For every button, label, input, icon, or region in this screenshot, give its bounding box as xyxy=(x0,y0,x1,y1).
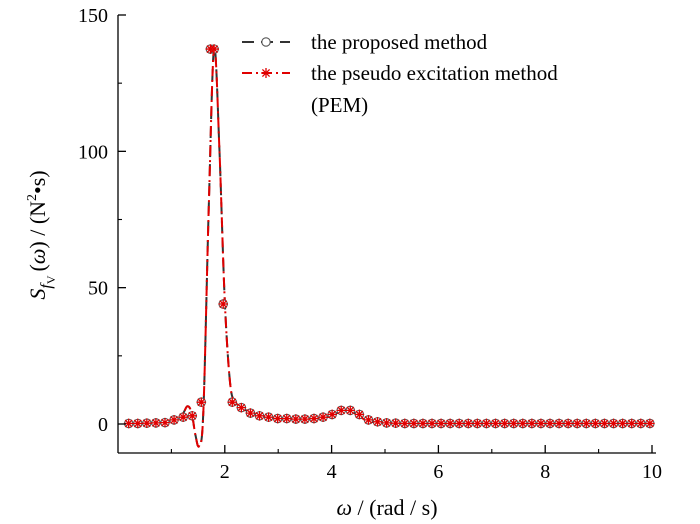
marker-pem xyxy=(300,414,310,424)
marker-pem xyxy=(554,418,564,429)
y-tick-label: 50 xyxy=(88,278,108,300)
legend-label-proposed: the proposed method xyxy=(311,30,488,54)
marker-pem xyxy=(132,418,143,429)
marker-pem xyxy=(508,418,519,429)
marker-pem xyxy=(617,418,628,429)
marker-pem xyxy=(218,299,228,309)
marker-pem xyxy=(563,418,573,429)
marker-pem xyxy=(196,397,207,407)
marker-pem xyxy=(635,418,646,429)
marker-pem xyxy=(536,418,546,429)
marker-pem xyxy=(345,405,356,416)
legend: the proposed method the pseudo excitation… xyxy=(242,30,558,117)
marker-pem xyxy=(151,418,161,428)
marker-pem xyxy=(608,418,619,429)
marker-pem xyxy=(263,412,274,422)
legend-label-pem: the pseudo excitation method xyxy=(311,61,558,85)
legend-label-pem-cont: (PEM) xyxy=(311,93,368,117)
y-tick-label: 0 xyxy=(98,414,108,436)
marker-pem xyxy=(245,408,256,418)
legend-marker-proposed xyxy=(261,37,271,47)
marker-pem xyxy=(291,414,301,424)
marker-pem xyxy=(472,418,483,429)
marker-pem xyxy=(142,418,152,428)
x-tick-label: 2 xyxy=(220,461,230,483)
marker-pem xyxy=(499,418,510,429)
marker-pem xyxy=(372,417,383,427)
marker-pem xyxy=(581,418,592,429)
marker-pem xyxy=(399,418,410,429)
marker-pem xyxy=(626,418,637,429)
marker-pem xyxy=(236,402,247,413)
marker-pem xyxy=(409,418,419,429)
marker-pem xyxy=(418,418,428,429)
y-tick-label: 100 xyxy=(78,141,108,163)
marker-pem xyxy=(463,418,474,429)
series-line-pem xyxy=(128,46,652,448)
marker-pem xyxy=(527,418,537,429)
marker-pem xyxy=(454,418,465,429)
marker-pem xyxy=(227,397,238,407)
x-axis-title: ω / (rad / s) xyxy=(336,495,437,520)
marker-pem xyxy=(327,409,337,420)
marker-pem xyxy=(517,418,528,429)
marker-pem xyxy=(599,418,610,429)
marker-pem xyxy=(381,418,392,428)
marker-pem xyxy=(318,412,328,422)
y-tick-label: 150 xyxy=(78,5,108,27)
marker-pem xyxy=(169,415,179,425)
marker-pem xyxy=(390,418,401,428)
marker-pem xyxy=(254,411,265,421)
x-tick-label: 6 xyxy=(433,461,443,483)
marker-pem xyxy=(427,418,437,429)
x-tick-label: 4 xyxy=(327,461,337,483)
marker-pem xyxy=(123,418,134,429)
axes: 0 50 100 150 2 4 6 8 10 xyxy=(78,5,662,483)
marker-pem xyxy=(281,413,292,424)
marker-pem xyxy=(272,413,283,424)
x-tick-label: 10 xyxy=(642,461,662,483)
legend-marker-pem xyxy=(261,68,271,78)
marker-pem xyxy=(160,417,170,428)
marker-pem xyxy=(445,418,455,429)
y-axis-title: SfV(ω) / (N2•s) xyxy=(25,170,58,299)
marker-pem xyxy=(187,411,198,421)
marker-pem xyxy=(354,409,365,420)
axis-titles: ω / (rad / s) SfV(ω) / (N2•s) xyxy=(25,170,438,520)
marker-pem xyxy=(309,413,319,424)
marker-pem xyxy=(490,418,501,429)
marker-pem xyxy=(336,405,347,416)
marker-pem xyxy=(545,418,555,429)
marker-pem xyxy=(645,418,655,429)
marker-pem xyxy=(481,418,492,429)
marker-pem xyxy=(436,418,446,429)
marker-pem xyxy=(572,418,583,429)
marker-pem xyxy=(363,415,374,425)
marker-pem xyxy=(590,418,601,429)
marker-pem xyxy=(178,412,188,422)
marker-pem xyxy=(209,44,219,54)
x-tick-label: 8 xyxy=(540,461,550,483)
plot-area xyxy=(123,44,655,448)
